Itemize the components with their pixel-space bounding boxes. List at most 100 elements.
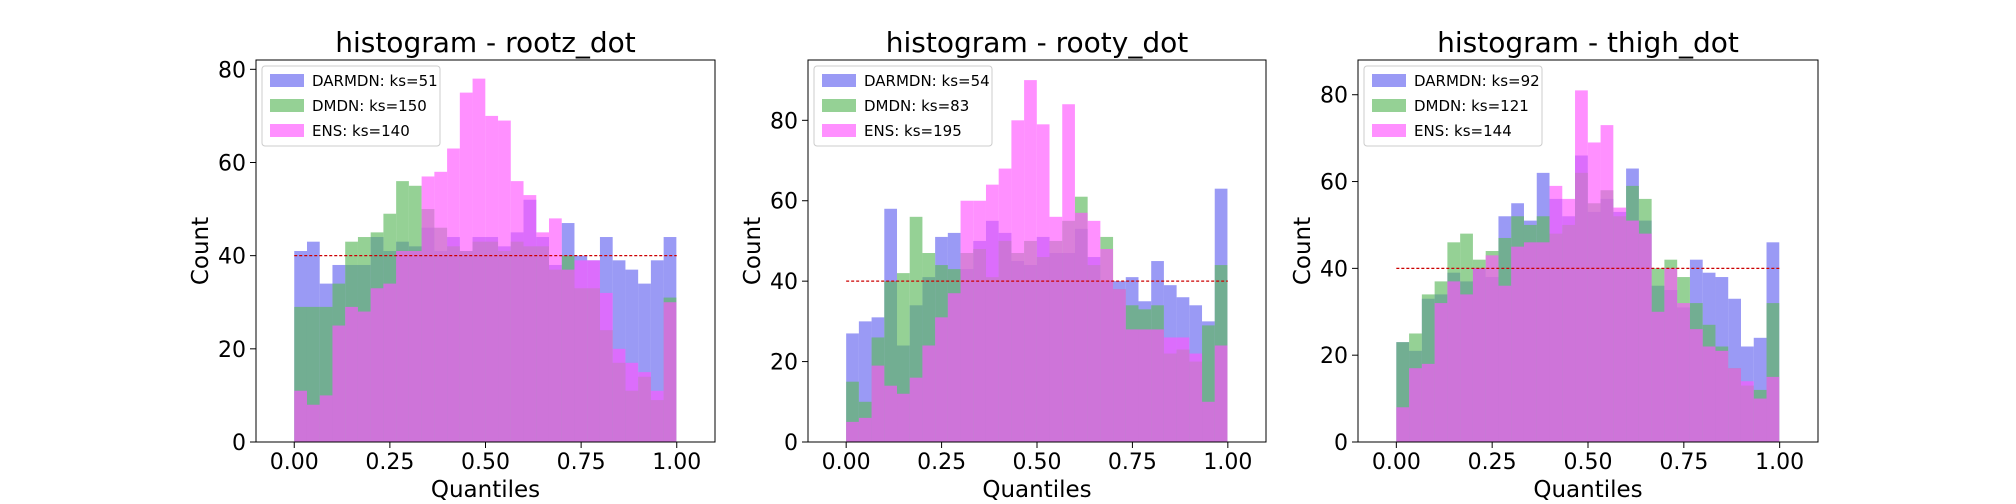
histogram-bar (1113, 289, 1126, 442)
histogram-bar (370, 288, 384, 442)
y-tick-label: 40 (1320, 257, 1348, 282)
histogram-bar (1138, 329, 1152, 442)
histogram-bar (1587, 142, 1601, 442)
histogram-bar (1202, 401, 1215, 442)
histogram-bar (574, 260, 588, 442)
histogram-bar (1125, 329, 1139, 442)
histogram-bar (472, 78, 486, 442)
histogram-bar (1434, 303, 1448, 442)
histogram-bar (1766, 376, 1780, 442)
y-tick-label: 20 (1320, 344, 1348, 369)
histogram-bar (1176, 337, 1190, 442)
legend-label: ENS: ks=195 (864, 122, 962, 140)
histogram-bar (1189, 353, 1203, 442)
legend: DARMDN: ks=92 DMDN: ks=121 ENS: ks=144 (1363, 65, 1543, 147)
histogram-bar (871, 365, 885, 442)
x-tick-label: 0.00 (822, 450, 871, 475)
legend-swatch (1372, 99, 1406, 112)
histogram-bar (357, 311, 371, 442)
x-tick-label: 0.50 (1013, 450, 1062, 475)
series-ens (1396, 90, 1780, 443)
histogram-bar (536, 232, 549, 442)
x-tick-label: 0.50 (1564, 450, 1613, 475)
x-tick-label: 0.25 (365, 450, 414, 475)
histogram-bar (1498, 285, 1512, 442)
histogram-bar (1689, 329, 1703, 442)
x-tick-label: 1.00 (652, 450, 701, 475)
histogram-bar (947, 293, 961, 442)
histogram-bar (319, 395, 333, 442)
legend-swatch (822, 124, 856, 137)
y-tick-label: 80 (1320, 84, 1348, 109)
histogram-bar (587, 260, 600, 442)
histogram-bar (650, 390, 664, 442)
y-tick-label: 60 (1320, 171, 1348, 196)
histogram-bar (421, 176, 435, 442)
histogram-bar (447, 148, 460, 442)
y-tick-label: 80 (770, 109, 798, 134)
x-axis-label: Quantiles (1533, 477, 1642, 503)
legend: DARMDN: ks=54 DMDN: ks=83 ENS: ks=195 (813, 65, 993, 147)
series-ens (846, 80, 1228, 443)
legend-label: ENS: ks=144 (1414, 122, 1512, 140)
histogram-bar (1409, 368, 1422, 442)
legend-label: DMDN: ks=83 (864, 97, 969, 115)
legend-swatch (1372, 74, 1406, 87)
legend-swatch (822, 74, 856, 87)
y-tick-label: 40 (218, 245, 246, 270)
legend-label: DARMDN: ks=51 (312, 72, 438, 90)
histogram-bar (1074, 212, 1088, 442)
x-axis-label: Quantiles (982, 477, 1091, 503)
y-tick-label: 20 (770, 351, 798, 376)
histogram-bar (1062, 104, 1075, 443)
histogram-bar (523, 195, 537, 442)
legend-label: DMDN: ks=121 (1414, 97, 1529, 115)
y-tick-label: 80 (218, 58, 246, 83)
y-tick-label: 60 (218, 151, 246, 176)
histogram-bar (1523, 242, 1537, 442)
chart-title: histogram - rootz_dot (335, 26, 636, 59)
chart-panel-1: 0.00 0.25 0.50 0.75 1.00 0 20 40 60 80 histogram -… (188, 26, 716, 503)
histogram-bar (1460, 294, 1473, 442)
histogram-bar (1472, 268, 1486, 442)
legend-swatch (270, 124, 304, 137)
y-axis-label: Count (1290, 217, 1316, 285)
histogram-bar (1087, 220, 1101, 442)
histogram-bar (1562, 198, 1576, 442)
legend-label: DARMDN: ks=54 (864, 72, 990, 90)
histogram-bar (1447, 281, 1461, 442)
y-tick-label: 0 (1334, 431, 1348, 456)
histogram-bar (1702, 346, 1716, 442)
histogram-bar (1151, 329, 1164, 442)
histogram-bar (294, 390, 307, 442)
legend: DARMDN: ks=51 DMDN: ks=150 ENS: ks=140 (261, 65, 441, 147)
x-tick-label: 0.00 (1372, 450, 1421, 475)
histogram-bar (434, 171, 448, 442)
y-axis-label: Count (740, 217, 766, 285)
y-tick-label: 60 (770, 190, 798, 215)
histogram-bar (1715, 350, 1729, 442)
x-tick-label: 0.75 (1659, 450, 1708, 475)
histogram-bar (1638, 233, 1652, 442)
histogram-bar (1163, 337, 1177, 442)
histogram-bar (1600, 125, 1614, 442)
histogram-bar (1049, 216, 1063, 442)
histogram-bar (1024, 80, 1037, 443)
legend-box (261, 65, 441, 147)
histogram-bar (306, 404, 320, 442)
histogram-bar (973, 200, 986, 442)
histogram-bar (510, 181, 524, 442)
x-tick-label: 0.50 (461, 450, 510, 475)
histogram-bar (935, 317, 948, 442)
histogram-bar (332, 325, 346, 442)
histogram-bar (1396, 407, 1410, 442)
histogram-bar (1575, 90, 1588, 443)
x-tick-label: 0.25 (917, 450, 966, 475)
histogram-bar (1214, 345, 1228, 442)
histogram-bar (612, 348, 626, 442)
histogram-bar (408, 251, 422, 442)
histogram-bar (383, 283, 397, 442)
legend-swatch (270, 99, 304, 112)
histogram-bar (1677, 303, 1690, 442)
histogram-bar (638, 372, 651, 442)
